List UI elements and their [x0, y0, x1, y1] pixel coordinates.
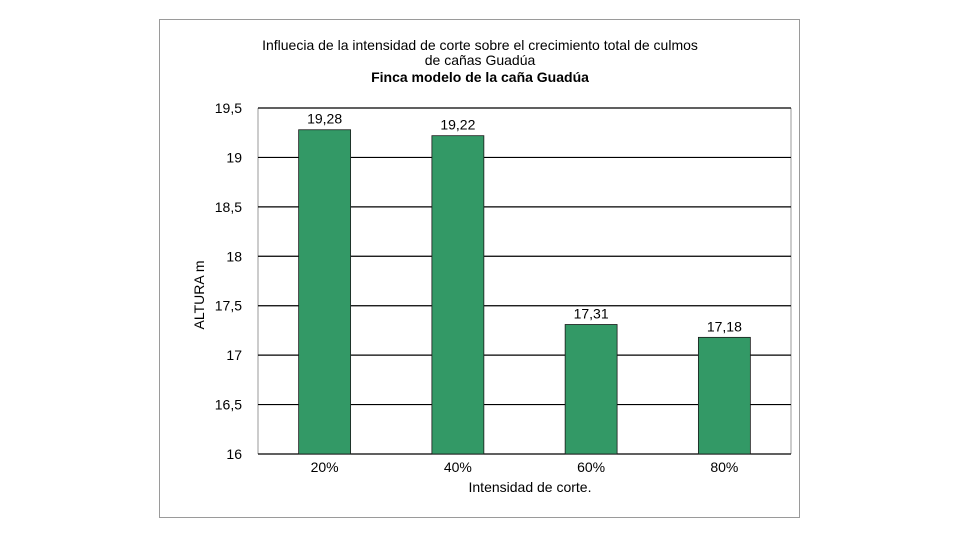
y-tick-label: 18	[226, 248, 242, 264]
y-tick-label: 16	[226, 446, 242, 462]
bar-data-label: 17,31	[574, 305, 609, 321]
bar-chart: Influecia de la intensidad de corte sobr…	[191, 37, 792, 495]
y-tick-label: 17	[226, 347, 242, 363]
x-tick-label: 20%	[311, 459, 339, 475]
bar-20-percent	[298, 129, 352, 455]
chart-subtitle: Finca modelo de la caña Guadúa	[371, 69, 589, 85]
bar-data-label: 17,18	[707, 318, 742, 334]
chart-title-line-2: de cañas Guadúa	[425, 52, 536, 68]
chart-title-line-1: Influecia de la intensidad de corte sobr…	[262, 37, 698, 53]
x-tick-label: 60%	[577, 459, 605, 475]
y-tick-label: 17,5	[215, 298, 242, 314]
x-tick-label: 40%	[444, 459, 472, 475]
bar-data-label: 19,22	[440, 117, 475, 133]
y-tick-label: 18,5	[215, 199, 242, 215]
labels: 16 16,5 17 17,5 18 18,5 19 19,5 19,28 20% 19,22 40%…	[215, 100, 742, 475]
x-tick-label: 80%	[710, 459, 738, 475]
bar-80-percent	[697, 336, 751, 455]
bar-60-percent	[564, 324, 618, 455]
bars	[298, 129, 751, 455]
chart-frame: Influecia de la intensidad de corte sobr…	[159, 19, 800, 518]
y-axis-title: ALTURA m	[191, 261, 207, 330]
x-axis-title: Intensidad de corte.	[469, 479, 592, 495]
y-tick-label: 19	[226, 149, 242, 165]
y-tick-label: 16,5	[215, 397, 242, 413]
bar-40-percent	[431, 135, 485, 455]
y-tick-label: 19,5	[215, 100, 242, 116]
bar-data-label: 19,28	[307, 111, 342, 127]
